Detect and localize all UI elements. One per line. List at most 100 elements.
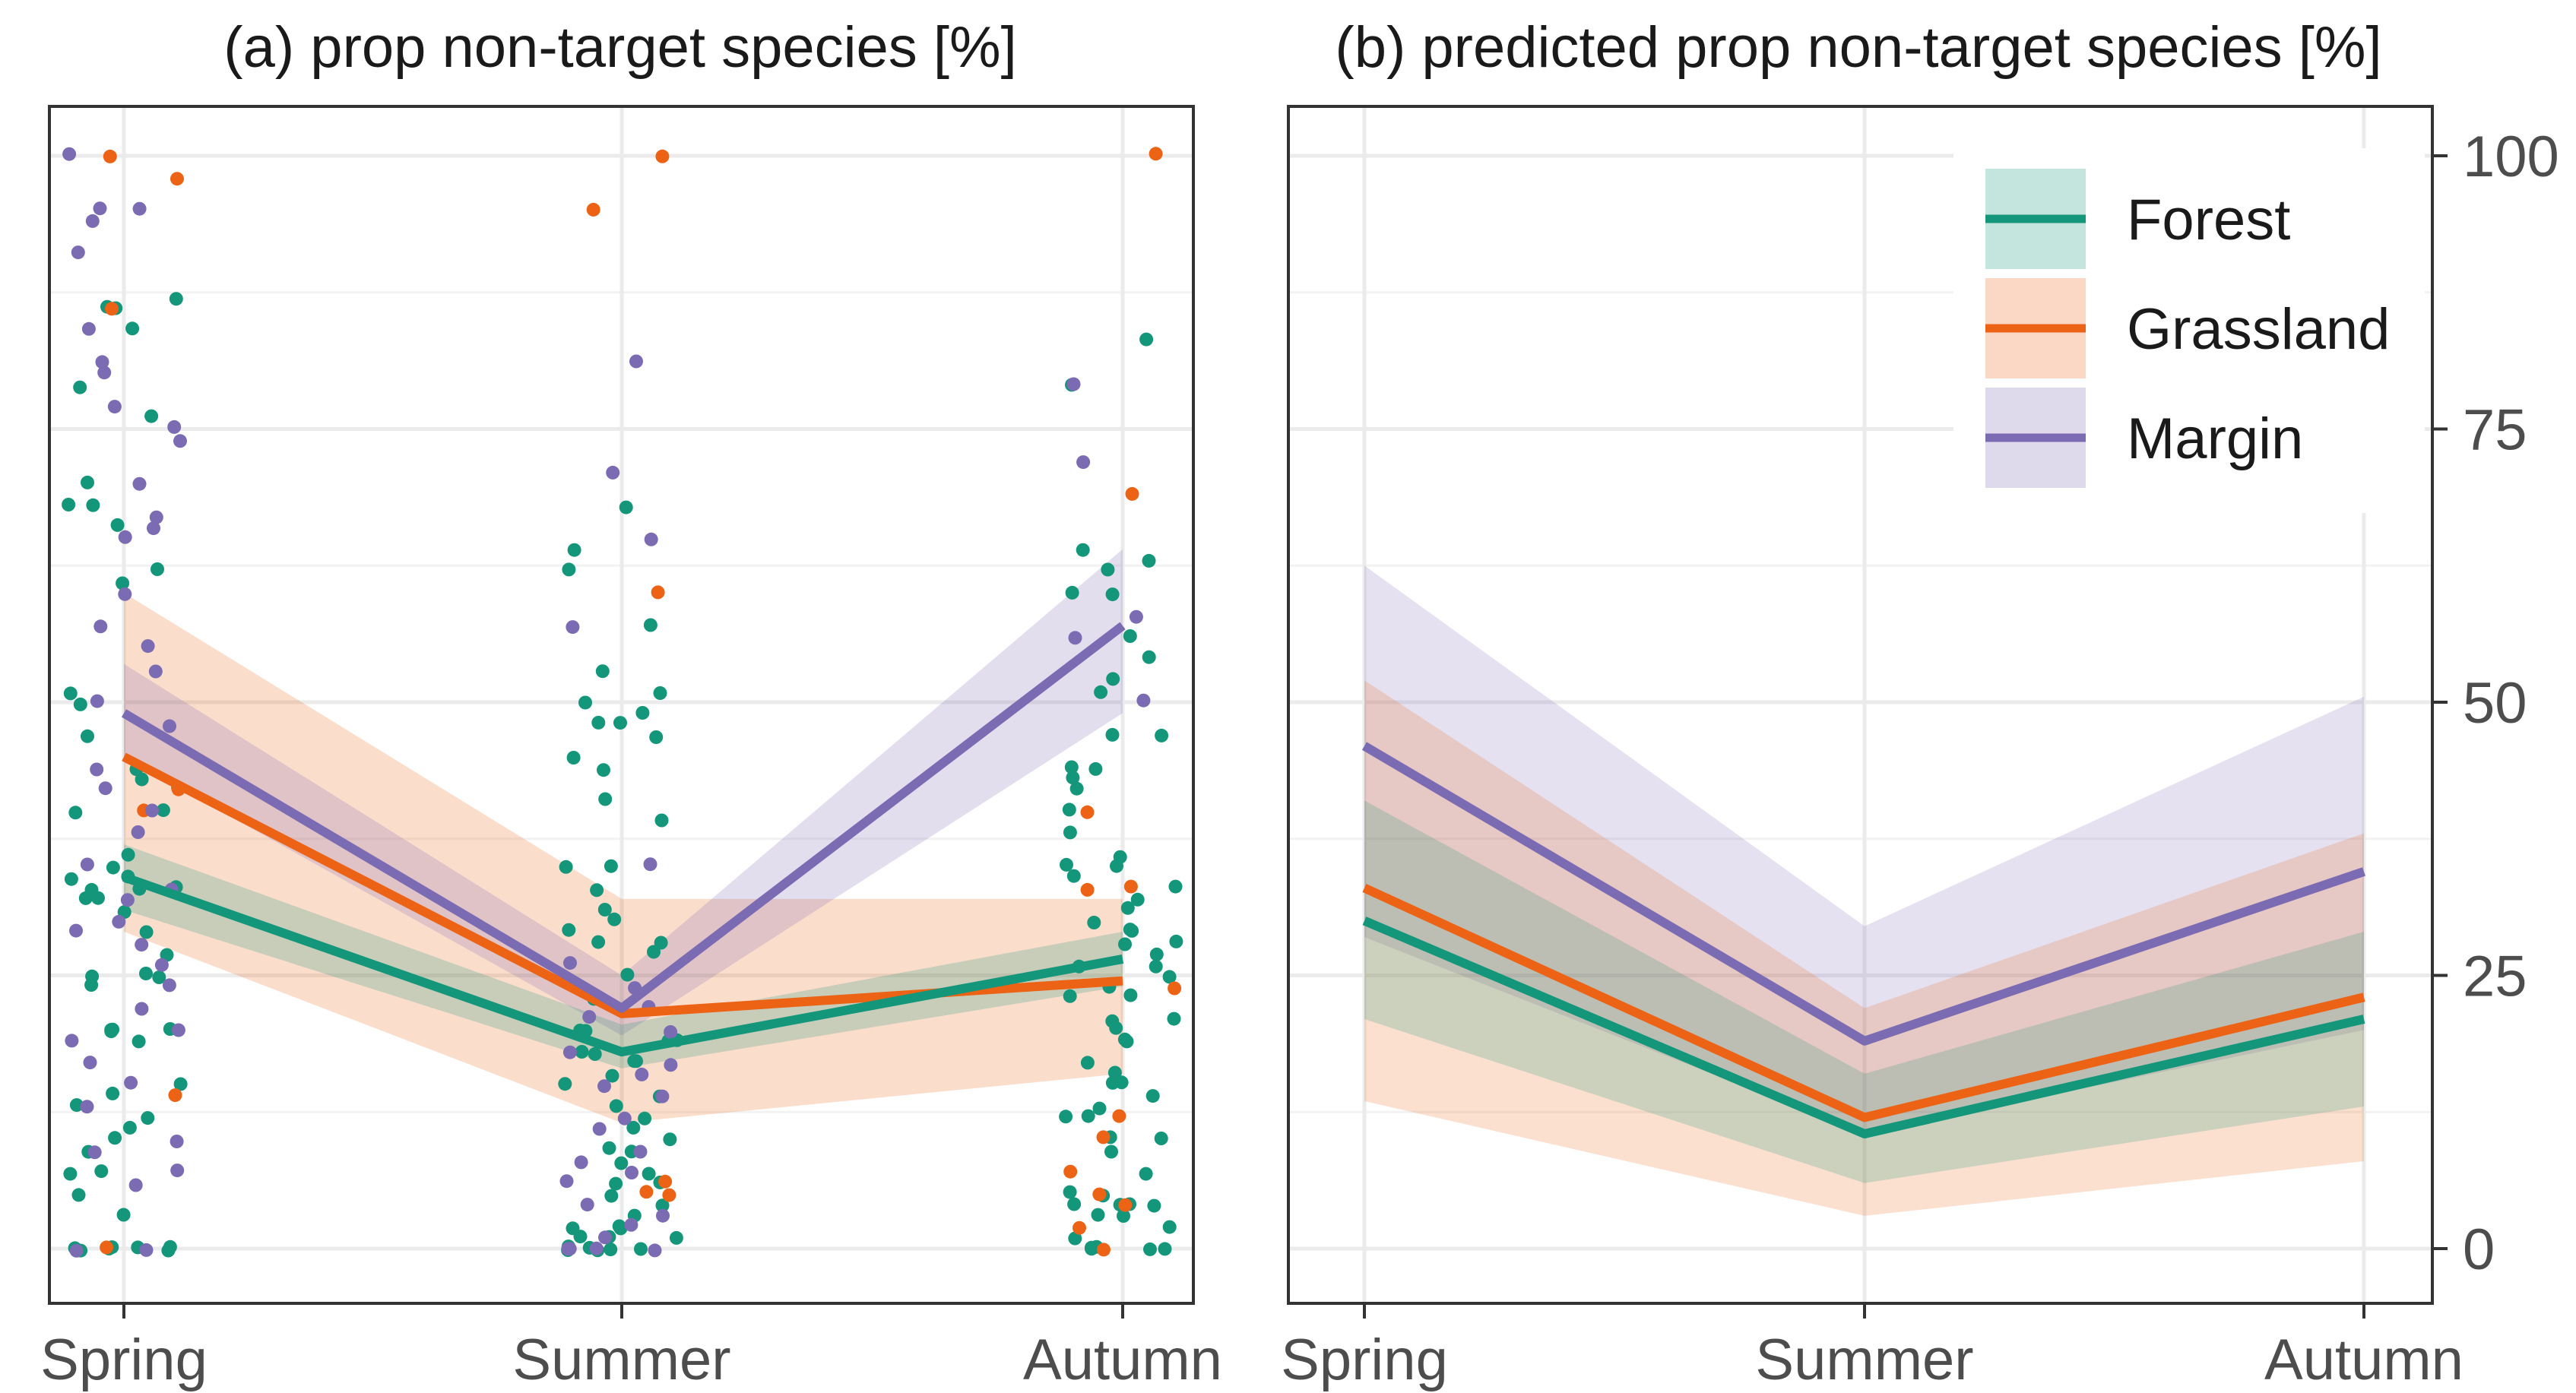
panel-a-point-forest [1067,1197,1082,1211]
panel-a-point-forest [131,1034,146,1049]
panel-a-point-forest [567,543,581,557]
panel-a-point-forest [629,1054,643,1068]
panel-b-confidence-ribbons [1364,565,2364,1216]
panel-a-point-forest [1076,543,1090,557]
panel-a-point-margin [83,1056,97,1070]
panel-a-point-grassland [586,202,600,217]
panel-a-point-margin [167,419,182,434]
panel-a-point-forest [1139,332,1154,347]
panel-a-point-margin [90,694,104,708]
panel-b-x-tick-label-autumn: Autumn [2264,1328,2464,1392]
panel-a-point-margin [132,201,147,216]
panel-a-point-margin [145,803,160,818]
panel-a-point-margin [656,1208,670,1223]
panel-a-confidence-ribbons [124,549,1123,1123]
panel-a-point-grassland [168,1088,182,1103]
panel-a-point-margin [62,147,77,161]
panel-a-x-ticks [122,1303,1124,1319]
panel-a-point-margin [606,465,620,480]
panel-a-mean-lines [121,622,1126,1057]
panel-a-point-forest [69,1098,84,1113]
panel-a-point-forest [1155,728,1169,742]
panel-a-point-grassland [658,1174,673,1189]
panel-b-y-tick-label-75: 75 [2463,398,2527,463]
panel-a-point-forest [607,912,622,926]
panel-a-point-forest [654,813,669,828]
panel-a-point-forest [1064,760,1079,774]
panel-a-point-margin [147,521,160,536]
panel-b-y-tick-label-100: 100 [2463,125,2559,189]
panel-a-point-forest [595,664,610,679]
panel-a-point-forest [62,498,76,511]
panel-a-point-margin [633,1144,648,1159]
panel-a-point-forest [1069,781,1084,796]
panel-a-point-forest [612,1219,626,1233]
panel-a-x-tick-labels: Spring Summer Autumn [40,1328,1222,1392]
panel-a-point-forest [1094,685,1108,699]
panel-a-point-forest [1143,1242,1157,1256]
panel-a-point-grassland [1097,1243,1111,1257]
panel-a-point-margin [170,1163,185,1178]
panel-a-point-margin [90,762,104,777]
panel-a-point-margin [580,1198,594,1212]
panel-a-point-forest [1104,1144,1118,1159]
panel-a-point-margin [135,1002,149,1016]
panel-b-mean-lines [1361,742,2365,1139]
panel-a-point-margin [598,1230,612,1245]
panel-a-point-margin [629,354,643,369]
panel-a-point-forest [588,1047,602,1061]
panel-a-point-grassland [1073,1220,1086,1235]
panel-a-point-grassland [1063,1164,1078,1179]
panel-b-ribbon-grassland [1364,680,2364,1216]
panel-a-point-forest [1063,1185,1077,1199]
panel-b-ribbon-forest [1364,800,2364,1183]
panel-a-line-forest [122,872,1124,1057]
panel-a-point-margin [71,245,85,260]
panel-a-point-forest [139,925,154,939]
panel-a-point-margin [624,1217,638,1232]
panel-a-point-margin [80,857,94,872]
panel-a-ribbon-margin [124,549,1123,1036]
panel-a-point-forest [85,969,100,983]
panel-a-point-forest [575,1045,589,1059]
panel-a-point-forest [663,1132,677,1147]
panel-a-point-margin [574,1155,588,1170]
panel-a-point-margin [93,619,108,634]
panel-a-point-forest [604,1189,619,1203]
panel-a-point-forest [597,903,612,917]
panel-a-point-margin [173,434,187,448]
panel-a-point-margin [135,938,149,952]
panel-a-point-forest [605,1068,619,1083]
panel-a-point-forest [106,1086,120,1100]
panel-a-point-margin [625,1166,638,1179]
panel-a-point-forest [1085,1242,1098,1256]
panel-a-point-margin [87,1145,102,1160]
panel-a-point-margin [85,214,100,228]
panel-a-point-forest [562,923,576,937]
panel-a-point-margin [124,1075,138,1090]
panel-a-point-margin [120,893,135,907]
panel-a-point-forest [1063,989,1077,1003]
panel-a-point-forest [1162,970,1177,984]
panel-a-point-forest [110,518,125,532]
panel-a-point-margin [561,1242,575,1256]
panel-a-point-forest [1147,1198,1161,1213]
panel-a-point-grassland [1080,882,1095,897]
panel-a-point-forest [108,1131,122,1145]
panel-a-gridlines [49,106,1193,1303]
panel-a-point-margin [80,1100,94,1114]
panel-a-point-margin [563,956,577,970]
panel-a-point-margin [592,1122,607,1136]
panel-a-point-margin [162,978,176,993]
panel-a-point-margin [139,1243,154,1257]
panel-a-point-margin [118,530,132,544]
panel-a-point-margin [559,1174,574,1189]
panel-b-x-tick-label-summer: Summer [1755,1328,1973,1392]
panel-a-point-forest [81,729,94,743]
panel-a-point-forest [558,1077,572,1091]
panel-a-point-grassland [1118,1198,1133,1212]
panel-a-point-forest [71,1188,86,1202]
panel-a-point-margin [107,400,122,414]
panel-a-x-tick-label-spring: Spring [40,1328,208,1392]
panel-a-point-forest [590,883,604,898]
